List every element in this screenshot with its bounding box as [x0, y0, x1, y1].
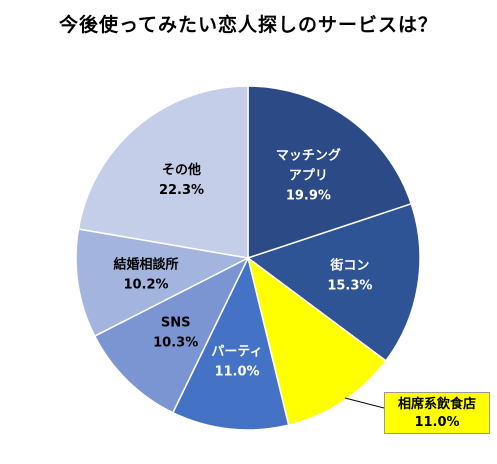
slice-name-label-6-1: 結婚相談所 — [113, 257, 178, 273]
slice-name-label-1-2: アプリ — [289, 168, 328, 183]
callout-label-value: 11.0% — [414, 415, 460, 430]
pie-slice-1 — [247, 85, 413, 260]
slice-value-label-4: 11.0% — [214, 365, 259, 380]
slice-value-label-6: 10.2% — [123, 278, 168, 293]
callout-leader-line — [344, 397, 385, 409]
callout-label-box: 相席系飲食店 11.0% — [384, 392, 490, 434]
slice-name-label-5-1: SNS — [161, 316, 191, 331]
pie-slice-2 — [246, 202, 421, 362]
slice-value-label-1: 19.9% — [286, 188, 331, 203]
chart-title: 今後使ってみたい恋人探しのサービスは？ — [58, 14, 439, 36]
slice-name-label-2-1: 街コン — [329, 258, 369, 274]
pie-slice-4 — [171, 255, 290, 431]
slice-value-label-7: 22.3% — [159, 183, 204, 198]
pie-slice-5 — [93, 256, 250, 414]
callout-label-name: 相席系飲食店 — [397, 397, 476, 412]
pie-slice-3 — [246, 256, 387, 427]
pie-slice-6 — [75, 228, 251, 338]
slice-name-label-1-1: マッチング — [276, 147, 341, 163]
slice-value-label-2: 15.3% — [327, 279, 372, 294]
slice-name-label-4-1: パーティ — [211, 345, 262, 360]
pie-slice-7 — [77, 85, 249, 259]
slice-name-label-7-1: その他 — [162, 162, 201, 178]
slice-value-label-5: 10.3% — [153, 336, 198, 351]
